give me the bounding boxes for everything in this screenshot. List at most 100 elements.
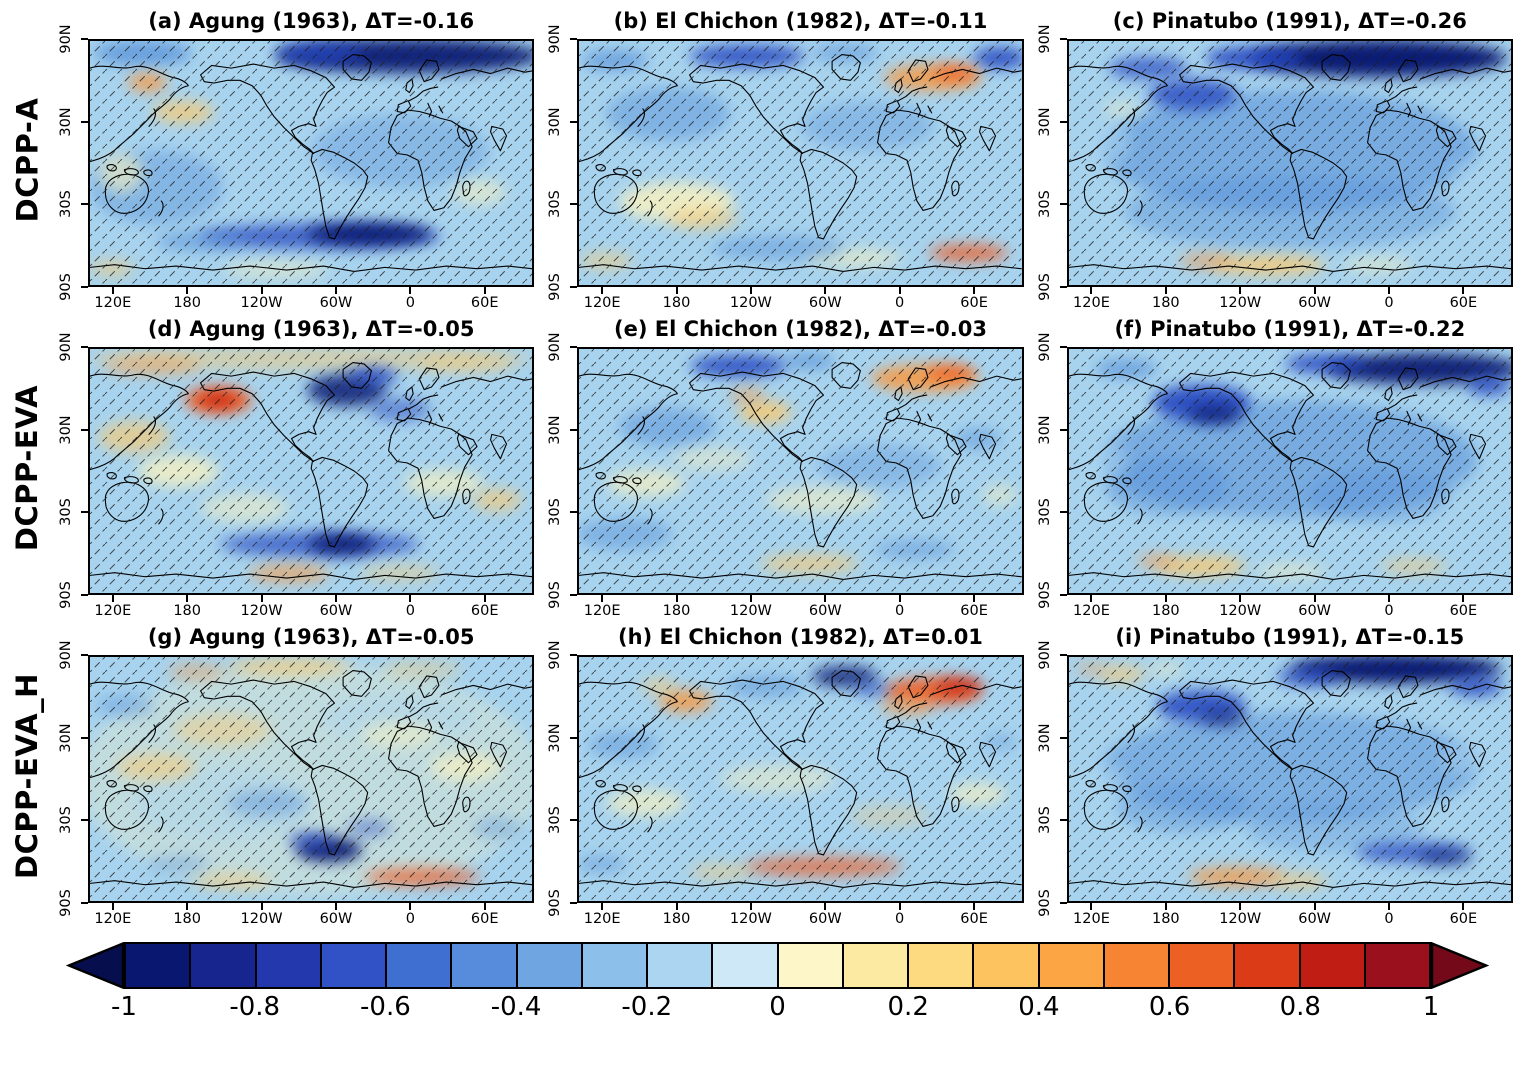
x-tick-label: 60W	[319, 295, 353, 311]
y-tick-label: 90N	[547, 640, 564, 670]
y-tick	[570, 736, 578, 739]
y-tick-label: 30N	[58, 415, 74, 445]
y-tick	[1059, 346, 1067, 348]
x-tick-label: 180	[173, 295, 202, 311]
y-tick	[570, 594, 578, 596]
colorbar-segment	[124, 942, 192, 989]
colorbar-labels: -1 -0.8 -0.6 -0.4 -0.2 0 0.2 0.4 0.6 0.8 1	[111, 992, 1439, 1030]
x-tick	[260, 287, 263, 294]
x-tick	[1164, 287, 1167, 294]
x-tick-label: 60W	[319, 603, 353, 619]
y-tick	[1059, 654, 1067, 656]
x-tick-label: 120W	[729, 295, 772, 311]
x-tick	[1313, 287, 1316, 294]
x-tick-label: 180	[1151, 295, 1180, 311]
map-h	[577, 655, 1024, 903]
y-tick-label: 30N	[58, 723, 74, 753]
y-tick-label: 30S	[58, 190, 74, 219]
x-axis: 120E 180 120W 60W 0 60E	[88, 287, 534, 314]
significance-hatching	[90, 657, 533, 901]
colorbar-tick-label: -1	[111, 992, 137, 1022]
x-tick-label: 60W	[1298, 911, 1332, 927]
x-tick	[749, 287, 752, 294]
panel-body-i: 90N 30N 30S 90S	[1031, 640, 1513, 917]
y-tick	[81, 120, 88, 123]
y-tick	[570, 511, 578, 514]
colorbar-tick-label: 0	[769, 992, 786, 1022]
row-label-text: DCPP-A	[10, 97, 44, 223]
panel-body-e: 90N 30N 30S 90S	[541, 332, 1024, 609]
x-tick-label: 120E	[1073, 911, 1110, 927]
y-tick	[570, 819, 578, 822]
map-a	[88, 39, 535, 287]
x-tick-label: 120W	[240, 911, 283, 927]
x-tick-label: 180	[173, 603, 202, 619]
panel-row-2: (g) Agung (1963), ΔT=-0.05 90N 30N 30S 90S 12…	[52, 622, 1515, 930]
panel-g: (g) Agung (1963), ΔT=-0.05 90N 30N 30S 90S 12…	[52, 622, 541, 930]
x-tick	[409, 903, 412, 910]
y-tick-label: 30N	[547, 415, 564, 445]
x-tick	[824, 595, 827, 602]
y-tick-label: 90S	[1036, 273, 1053, 301]
y-tick-label: 30S	[1036, 190, 1053, 219]
x-tick-label: 0	[895, 603, 905, 619]
x-tick-label: 0	[895, 911, 905, 927]
x-tick	[1239, 595, 1242, 602]
colorbar-segment	[907, 942, 975, 989]
colorbar-segment	[385, 942, 453, 989]
x-tick-label: 120E	[583, 295, 621, 311]
x-tick-label: 120W	[240, 295, 283, 311]
x-axis: 120E 180 120W 60W 0 60E	[1067, 287, 1513, 314]
panel-body-a: 90N 30N 30S 90S	[52, 24, 535, 301]
colorbar-tick-label: -0.6	[360, 992, 411, 1022]
x-tick	[898, 903, 901, 910]
colorbar-segment	[254, 942, 322, 989]
colorbar-segment	[319, 942, 387, 989]
panel-title-i: (i) Pinatubo (1991), ΔT=-0.15	[1115, 625, 1465, 649]
x-tick	[898, 595, 901, 602]
x-tick	[973, 595, 976, 602]
x-tick	[1387, 595, 1390, 602]
panel-body-b: 90N 30N 30S 90S	[541, 24, 1024, 301]
y-tick	[1059, 594, 1067, 596]
x-tick-label: 60W	[808, 295, 842, 311]
y-tick-label: 90N	[547, 24, 564, 54]
y-tick-label: 30N	[1036, 107, 1053, 137]
panel-title-e: (e) El Chichon (1982), ΔT=-0.03	[614, 317, 987, 341]
x-tick	[601, 287, 604, 294]
panel-e: (e) El Chichon (1982), ΔT=-0.03 90N 30N 30S…	[541, 314, 1030, 622]
y-tick	[81, 819, 88, 822]
significance-hatching	[90, 349, 533, 593]
y-tick	[81, 346, 88, 348]
x-axis: 120E 180 120W 60W 0 60E	[577, 903, 1023, 930]
panel-body-g: 90N 30N 30S 90S	[52, 640, 535, 917]
colorbar-segment	[580, 942, 648, 989]
x-tick	[186, 903, 189, 910]
y-tick	[570, 902, 578, 904]
x-tick-label: 0	[1384, 295, 1394, 311]
x-tick-label: 120W	[1219, 911, 1262, 927]
colorbar-segment	[972, 942, 1040, 989]
y-axis: 90N 30N 30S 90S	[541, 640, 578, 917]
y-tick	[81, 511, 88, 514]
x-tick	[111, 903, 114, 910]
map-c	[1066, 39, 1513, 287]
x-tick	[1090, 595, 1093, 602]
y-tick	[1059, 511, 1067, 514]
x-tick	[973, 903, 976, 910]
map-e	[577, 347, 1024, 595]
panel-h: (h) El Chichon (1982), ΔT=0.01 90N 30N 30S 9…	[541, 622, 1030, 930]
x-tick	[898, 287, 901, 294]
x-tick-label: 60W	[808, 911, 842, 927]
x-tick-label: 60E	[1449, 911, 1478, 927]
x-tick	[1462, 903, 1465, 910]
x-axis: 120E 180 120W 60W 0 60E	[88, 903, 534, 930]
colorbar-tick-label: 0.6	[1148, 992, 1191, 1022]
y-axis: 90N 30N 30S 90S	[1031, 24, 1067, 301]
x-tick	[824, 287, 827, 294]
y-tick-label: 30S	[58, 498, 74, 527]
x-tick-label: 60W	[1298, 295, 1332, 311]
row-label-text: DCPP-EVA_H	[10, 673, 45, 879]
row-label-text: DCPP-EVA	[10, 384, 44, 552]
y-tick-label: 90S	[547, 889, 564, 917]
